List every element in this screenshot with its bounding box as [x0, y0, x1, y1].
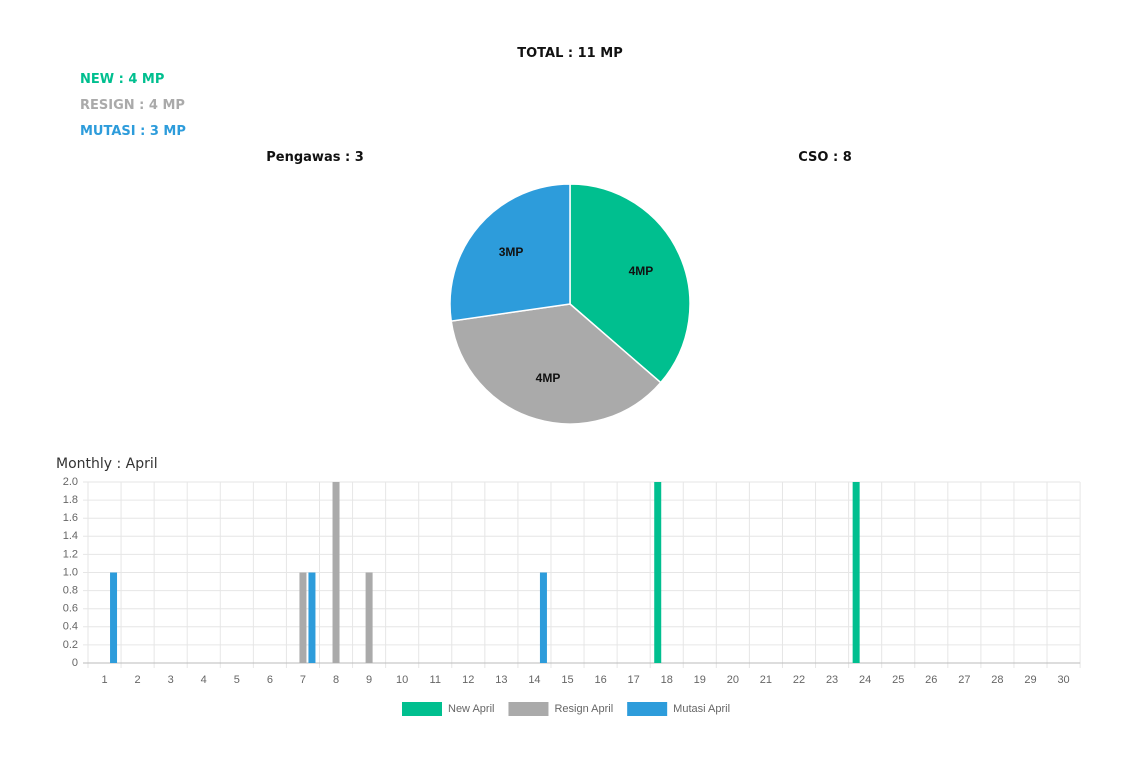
x-tick-label: 19	[694, 674, 706, 686]
pie-slice	[450, 303, 662, 425]
x-tick-label: 12	[462, 674, 474, 686]
y-tick-label: 0	[72, 657, 78, 669]
x-tick-label: 21	[760, 674, 772, 686]
x-tick-label: 22	[793, 674, 805, 686]
y-tick-label: 0.4	[63, 621, 78, 633]
x-tick-label: 10	[396, 674, 408, 686]
legend-swatch	[627, 702, 668, 716]
x-tick-label: 4	[201, 674, 207, 686]
x-tick-label: 26	[925, 674, 937, 686]
y-tick-label: 0.8	[63, 585, 78, 597]
y-tick-label: 1.0	[63, 566, 78, 578]
y-tick-label: 1.2	[63, 548, 78, 560]
y-tick-label: 2.0	[63, 476, 78, 488]
y-tick-label: 0.2	[63, 639, 78, 651]
x-tick-label: 9	[366, 674, 372, 686]
x-tick-label: 6	[267, 674, 273, 686]
cso-count: CSO : 8	[798, 150, 852, 165]
pie-slice	[449, 183, 571, 322]
bar	[299, 572, 307, 663]
x-tick-label: 14	[528, 674, 540, 686]
mutasi-count: MUTASI : 3 MP	[80, 124, 186, 139]
pie-label: 4MP	[536, 371, 561, 385]
x-tick-label: 23	[826, 674, 838, 686]
y-tick-label: 1.4	[63, 530, 78, 542]
bar	[654, 482, 662, 663]
legend-swatch	[508, 702, 549, 716]
x-tick-label: 3	[168, 674, 174, 686]
total: TOTAL : 11 MP	[517, 46, 622, 61]
resign-count: RESIGN : 4 MP	[80, 98, 185, 113]
bar	[110, 572, 118, 663]
legend-label: Resign April	[554, 703, 613, 715]
y-tick-label: 1.6	[63, 512, 78, 524]
x-tick-label: 15	[561, 674, 573, 686]
x-tick-label: 7	[300, 674, 306, 686]
y-tick-label: 1.8	[63, 494, 78, 506]
pie-label: 4MP	[629, 264, 654, 278]
x-tick-label: 27	[958, 674, 970, 686]
x-tick-label: 18	[661, 674, 673, 686]
bar	[332, 482, 340, 663]
x-tick-label: 1	[101, 674, 107, 686]
legend-swatch	[402, 702, 442, 716]
pengawas-count: Pengawas : 3	[266, 150, 364, 165]
legend-label: Mutasi April	[673, 703, 730, 715]
x-tick-label: 28	[991, 674, 1003, 686]
x-tick-label: 29	[1024, 674, 1036, 686]
x-tick-label: 24	[859, 674, 871, 686]
x-tick-label: 8	[333, 674, 339, 686]
pie-slice	[569, 183, 691, 384]
bar-title: Monthly : April	[56, 456, 158, 472]
x-tick-label: 30	[1057, 674, 1069, 686]
x-tick-label: 11	[430, 674, 441, 686]
y-tick-label: 0.6	[63, 603, 78, 615]
bar	[539, 572, 547, 663]
x-tick-label: 2	[135, 674, 141, 686]
x-tick-label: 20	[727, 674, 739, 686]
x-tick-label: 16	[594, 674, 606, 686]
bar	[365, 572, 373, 663]
new-count: NEW : 4 MP	[80, 72, 164, 87]
legend-label: New April	[448, 703, 494, 715]
x-tick-label: 5	[234, 674, 240, 686]
x-tick-label: 17	[628, 674, 640, 686]
bar	[852, 482, 860, 663]
pie-label: 3MP	[499, 245, 524, 259]
x-tick-label: 25	[892, 674, 904, 686]
bar	[308, 572, 316, 663]
x-tick-label: 13	[495, 674, 507, 686]
